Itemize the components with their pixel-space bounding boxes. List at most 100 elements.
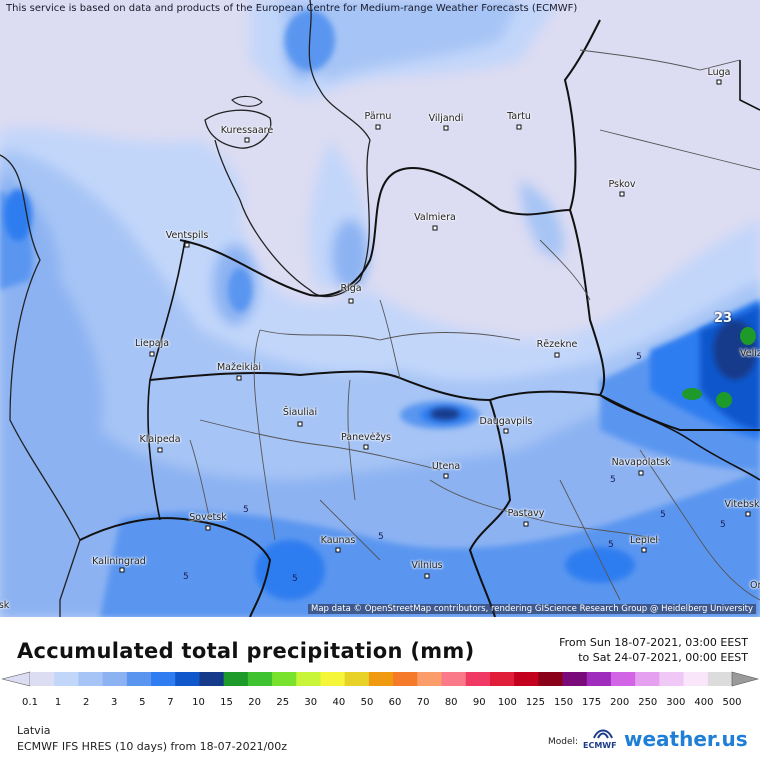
- city-marker: [516, 124, 522, 130]
- scale-swatch: [78, 672, 104, 686]
- scale-tick-label: 50: [360, 697, 374, 708]
- precipitation-map[interactable]: This service is based on data and produc…: [0, 0, 760, 617]
- scale-tick-label: 500: [722, 697, 742, 708]
- border-lithuania-belarus: [468, 399, 512, 617]
- scale-swatch: [441, 672, 467, 686]
- city-label-panevezys: Panevėžys: [340, 432, 392, 443]
- weather-us-logo[interactable]: weather.us: [624, 727, 748, 751]
- city-marker: [554, 352, 560, 358]
- scale-tick-label: 250: [638, 697, 658, 708]
- scale-tick-label: 40: [332, 697, 346, 708]
- contour-label: 5: [243, 505, 249, 515]
- contour-label: 5: [608, 540, 614, 550]
- scale-tick-label: 2: [82, 697, 90, 708]
- scale-swatch: [465, 672, 491, 686]
- contour-label: 5: [636, 352, 642, 362]
- city-marker: [432, 225, 438, 231]
- scale-swatch: [610, 672, 636, 686]
- city-marker: [638, 470, 644, 476]
- scale-tick-label: 10: [192, 697, 205, 708]
- scale-tick-label: 5: [139, 697, 146, 708]
- contour-label: 5: [183, 572, 189, 582]
- city-label-mazeikiai: Mažeikiai: [216, 362, 262, 373]
- city-marker: [424, 573, 430, 579]
- city-label-orsha: Orsha: [750, 580, 760, 591]
- scale-swatch: [296, 672, 321, 686]
- scale-swatch: [635, 672, 660, 686]
- scale-swatch: [707, 672, 733, 686]
- coastline-west: [0, 154, 81, 617]
- scale-tick-label: 15: [220, 697, 233, 708]
- scale-tick-label: 30: [304, 697, 318, 708]
- city-label-pskov: Pskov: [608, 179, 636, 190]
- city-label-ventspils: Ventspils: [165, 230, 209, 241]
- contour-label: 5: [378, 532, 384, 542]
- scale-swatch: [683, 672, 709, 686]
- regional-borders: [189, 49, 760, 601]
- scale-tick-label: 175: [582, 697, 602, 708]
- city-label-vitebsk: Vitebsk: [724, 499, 760, 510]
- city-marker: [157, 447, 163, 453]
- city-marker: [119, 567, 125, 573]
- city-marker: [716, 79, 722, 85]
- city-marker: [523, 521, 529, 527]
- scale-tick-label: 7: [167, 697, 174, 708]
- scale-tick-label: 400: [694, 697, 714, 708]
- city-marker: [297, 421, 303, 427]
- scale-swatch: [368, 672, 394, 686]
- border-latvia-estonia: [179, 19, 601, 297]
- city-label-sovetsk: Sovetsk: [189, 512, 227, 523]
- city-label-viljandi: Viljandi: [428, 113, 464, 124]
- city-label-minsk: Minsk: [0, 600, 10, 611]
- scale-arrow-right: [731, 671, 760, 687]
- saaremaa-island: [204, 109, 272, 149]
- border-latvia-russia: [569, 209, 606, 396]
- scale-swatch: [272, 672, 297, 686]
- contour-label: 5: [292, 574, 298, 584]
- precip-layer-15mm: [682, 327, 756, 408]
- scale-swatch: [514, 672, 539, 686]
- scale-tick-label: 3: [111, 697, 118, 708]
- coastline-gulf-of-riga: [214, 0, 371, 298]
- max-value-label: 23: [714, 311, 733, 326]
- scale-swatch: [562, 672, 588, 686]
- scale-swatch: [102, 672, 128, 686]
- scale-arrow-left: [1, 671, 31, 687]
- scale-swatch: [586, 672, 612, 686]
- city-label-lepiel: Lepiel: [629, 535, 659, 546]
- city-marker: [184, 242, 190, 248]
- model-info: ECMWF IFS HRES (10 days) from 18-07-2021…: [17, 740, 288, 753]
- city-label-tartu: Tartu: [507, 111, 531, 122]
- scale-swatch: [223, 672, 249, 686]
- scale-swatch: [538, 672, 563, 686]
- scale-swatch: [54, 672, 79, 686]
- scale-swatch: [489, 672, 515, 686]
- city-marker: [244, 137, 250, 143]
- city-label-luga: Luga: [707, 67, 731, 78]
- scale-swatch: [320, 672, 346, 686]
- city-label-valmiera: Valmiera: [414, 212, 456, 223]
- scale-swatch: [344, 672, 370, 686]
- scale-swatch: [126, 672, 152, 686]
- scale-tick-label: 80: [444, 697, 458, 708]
- scale-swatch: [151, 672, 176, 686]
- city-marker: [443, 125, 449, 131]
- city-label-pastavy: Pastavy: [507, 508, 545, 519]
- model-label: Model:: [548, 737, 579, 747]
- border-belarus-russia: [599, 394, 760, 481]
- city-label-navapolatsk: Navapolatsk: [611, 457, 671, 468]
- city-label-kaunas: Kaunas: [320, 535, 356, 546]
- scale-tick-label: 300: [666, 697, 686, 708]
- contour-label: 5: [610, 475, 616, 485]
- scale-tick-label: 100: [497, 697, 517, 708]
- border-kaliningrad: [79, 517, 272, 617]
- city-label-velizh: Velizh: [740, 348, 760, 359]
- city-marker: [375, 124, 381, 130]
- scale-tick-label: 20: [248, 697, 261, 708]
- hiiumaa-island: [231, 95, 263, 107]
- city-label-kaliningrad: Kaliningrad: [92, 556, 146, 567]
- city-marker: [443, 473, 449, 479]
- city-label-rezekne: Rēzekne: [536, 339, 578, 350]
- city-marker: [236, 375, 242, 381]
- osm-attribution[interactable]: Map data © OpenStreetMap contributors, r…: [308, 604, 756, 614]
